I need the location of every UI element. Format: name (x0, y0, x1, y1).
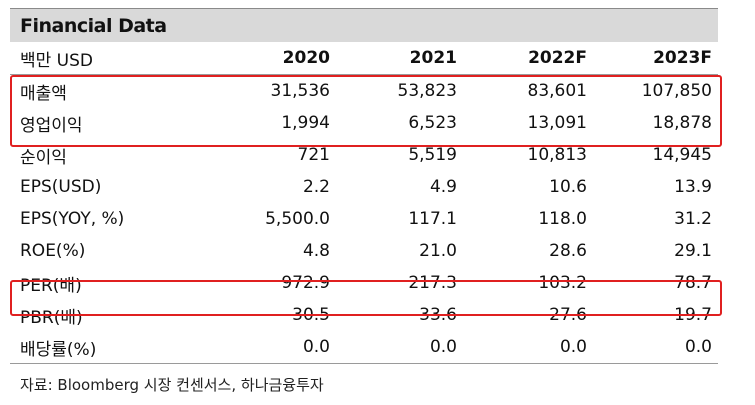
row-label: 배당률(%) (10, 331, 210, 364)
table-cell: 217.3 (408, 273, 457, 293)
row-operating-profit: 영업이익 1,994 6,523 13,091 18,878 (10, 107, 718, 139)
table-cell: 33.6 (419, 305, 457, 325)
table-cell: 4.9 (429, 177, 457, 197)
table-cell: 972.9 (281, 273, 330, 293)
table-cell: 721 (297, 145, 330, 165)
table-cell: 83,601 (527, 81, 587, 101)
year-header: 2020 (210, 42, 336, 75)
row-label: PBR(배) (20, 307, 83, 328)
year-header: 2022F (463, 42, 593, 75)
table-cell: 107,850 (641, 81, 712, 101)
source-note: 자료: Bloomberg 시장 컨센서스, 하나금융투자 (20, 376, 324, 394)
table-cell: 5,500.0 (265, 209, 330, 229)
table-title: Financial Data (10, 8, 718, 42)
table-cell: 117.1 (408, 209, 457, 229)
row-dividend-yield: 배당률(%) 0.0 0.0 0.0 0.0 (10, 331, 718, 364)
row-label: ROE(%) (20, 241, 86, 261)
row-revenue: 매출액 31,536 53,823 83,601 107,850 (10, 75, 718, 108)
table-cell: 18,878 (652, 113, 712, 133)
row-pbr: PBR(배) 30.5 33.6 27.6 19.7 (10, 299, 718, 331)
row-label: 순이익 (20, 147, 67, 168)
table-cell: 27.6 (549, 305, 587, 325)
row-label: 영업이익 (20, 115, 83, 136)
table-cell: 103.2 (538, 273, 587, 293)
table-cell: 4.8 (302, 241, 330, 261)
table-cell: 13.9 (674, 177, 712, 197)
row-roe: ROE(%) 4.8 21.0 28.6 29.1 (10, 235, 718, 267)
table-cell: 30.5 (292, 305, 330, 325)
financial-table: 백만 USD 2020 2021 2022F 2023F 매출액 31,536 … (10, 42, 718, 364)
table-cell: 2.2 (302, 177, 330, 197)
table-cell: 118.0 (538, 209, 587, 229)
table-cell: 14,945 (652, 145, 712, 165)
year-header: 2021 (336, 42, 463, 75)
financial-data-panel: Financial Data 백만 USD 2020 2021 2022F 20… (10, 8, 722, 364)
table-cell: 6,523 (408, 113, 457, 133)
row-label: EPS(USD) (20, 177, 102, 197)
table-cell: 19.7 (674, 305, 712, 325)
table-cell: 28.6 (549, 241, 587, 261)
table-cell: 31,536 (270, 81, 330, 101)
table-cell: 10,813 (527, 145, 587, 165)
table-cell: 0.0 (336, 331, 463, 364)
table-cell: 21.0 (419, 241, 457, 261)
row-label: PER(배) (20, 275, 82, 296)
table-cell: 31.2 (674, 209, 712, 229)
table-cell: 10.6 (549, 177, 587, 197)
row-label: 매출액 (20, 83, 67, 104)
year-header: 2023F (593, 42, 718, 75)
row-label: EPS(YOY, %) (20, 209, 125, 229)
table-cell: 0.0 (210, 331, 336, 364)
table-cell: 29.1 (674, 241, 712, 261)
table-cell: 0.0 (463, 331, 593, 364)
header-row: 백만 USD 2020 2021 2022F 2023F (10, 42, 718, 75)
table-cell: 5,519 (408, 145, 457, 165)
table-cell: 53,823 (397, 81, 457, 101)
table-cell: 13,091 (527, 113, 587, 133)
row-net-income: 순이익 721 5,519 10,813 14,945 (10, 139, 718, 171)
row-per: PER(배) 972.9 217.3 103.2 78.7 (10, 267, 718, 299)
row-eps-yoy: EPS(YOY, %) 5,500.0 117.1 118.0 31.2 (10, 203, 718, 235)
table-cell: 1,994 (281, 113, 330, 133)
table-cell: 0.0 (593, 331, 718, 364)
row-eps: EPS(USD) 2.2 4.9 10.6 13.9 (10, 171, 718, 203)
unit-label: 백만 USD (10, 42, 210, 75)
table-cell: 78.7 (674, 273, 712, 293)
